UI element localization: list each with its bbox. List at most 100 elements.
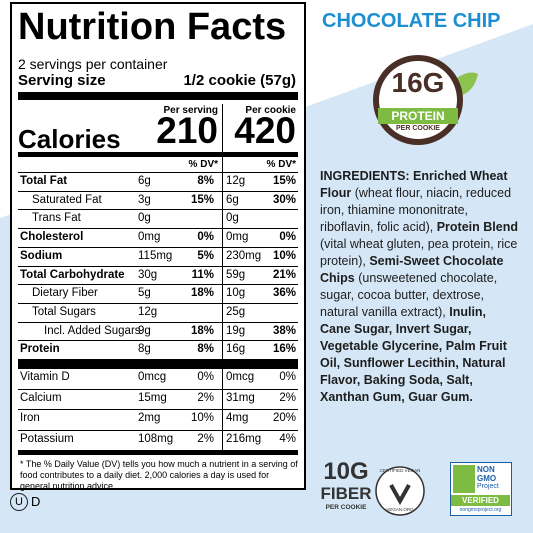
non-gmo-url: nongmoproject.org xyxy=(459,507,502,513)
serving-amount: 0mg xyxy=(138,231,161,244)
fiber-amount: 10G xyxy=(323,458,369,485)
cookie-amount: 6g xyxy=(226,193,239,206)
cookie-amount: 19g xyxy=(226,324,246,337)
calories-label: Calories xyxy=(18,124,121,154)
nutrient-name: Dietary Fiber xyxy=(32,287,98,300)
nutrient-row: Vitamin D 0mcg 0% 0mcg 0% xyxy=(18,369,298,389)
serving-dv: 18% xyxy=(190,287,214,300)
cookie-amount: 59g xyxy=(226,268,246,281)
ingredient-text: (wheat flour, niacin, reduced iron, thia… xyxy=(320,186,512,234)
serving-amount: 15mg xyxy=(138,392,167,405)
calories-value: 420 xyxy=(234,110,296,151)
nutrient-name: Protein xyxy=(20,343,60,356)
nutrient-name: Incl. Added Sugars xyxy=(44,324,141,337)
fiber-sub: PER COOKIE xyxy=(325,504,367,511)
cookie-amount: 4mg xyxy=(226,412,249,425)
kosher-suffix: D xyxy=(31,494,41,509)
nutrient-row: Calcium 15mg 2% 31mg 2% xyxy=(18,389,298,410)
ingredient-text: Semi-Sweet Chocolate Chips xyxy=(320,254,504,285)
column-header: Per cookie xyxy=(245,105,296,116)
nutrient-row: Incl. Added Sugars 9g 18% 19g 38% xyxy=(18,321,298,342)
non-gmo-line3: Project xyxy=(477,483,499,490)
footnote: * The % Daily Value (DV) tells you how m… xyxy=(20,459,298,491)
serving-amount: 0mcg xyxy=(138,371,167,383)
medium-rule xyxy=(18,450,298,455)
serving-dv: 8% xyxy=(197,343,214,356)
cookie-dv: 38% xyxy=(272,324,296,337)
cookie-amount: 25g xyxy=(226,305,246,318)
dv-header: % DV* xyxy=(266,159,296,170)
nutrient-row: Sodium 115mg 5% 230mg 10% xyxy=(18,246,298,267)
cookie-dv: 10% xyxy=(272,249,296,262)
nutrient-row: Protein 8g 8% 16g 16% xyxy=(18,340,298,360)
ingredient-text: Protein Blend xyxy=(436,220,518,234)
serving-amount: 0g xyxy=(138,212,151,225)
serving-dv: 18% xyxy=(190,324,214,337)
serving-dv: 15% xyxy=(190,193,214,206)
cookie-dv: 20% xyxy=(272,412,296,425)
serving-amount: 9g xyxy=(138,324,151,337)
non-gmo-line2: GMO xyxy=(477,474,497,483)
servings: 2 servings per container xyxy=(18,56,168,72)
nutrient-row: Dietary Fiber 5g 18% 10g 36% xyxy=(18,284,298,304)
ingredients: INGREDIENTS: Enriched Wheat Flour (wheat… xyxy=(320,168,520,406)
nutrient-name: Total Carbohydrate xyxy=(20,268,125,281)
cookie-dv: 16% xyxy=(272,343,296,356)
cookie-dv: 4% xyxy=(279,432,296,445)
vegan-top: CERTIFIED VEGAN xyxy=(379,468,421,473)
nutrient-row: Potassium 108mg 2% 216mg 4% xyxy=(18,429,298,451)
cookie-amount: 10g xyxy=(226,287,246,300)
nutrient-name: Calcium xyxy=(20,392,62,405)
cookie-amount: 16g xyxy=(226,343,246,356)
nutrient-name: Saturated Fat xyxy=(32,193,102,206)
serving-dv: 10% xyxy=(190,412,214,425)
serving-dv: 0% xyxy=(197,371,214,383)
serving-size-label: Serving size xyxy=(18,72,106,89)
serving-dv: 2% xyxy=(197,392,214,405)
kosher-symbol: U xyxy=(10,493,28,511)
nutrition-label: Nutrition Facts 2 servings per container… xyxy=(10,2,306,491)
serving-dv: 0% xyxy=(197,231,214,244)
vegan-logo xyxy=(375,466,425,516)
protein-badge xyxy=(373,55,478,145)
serving-size: 1/2 cookie (57g) xyxy=(183,72,296,89)
nutrient-name: Iron xyxy=(20,412,40,425)
column-divider xyxy=(222,104,223,450)
ingredient-text: Inulin, Cane Sugar, Invert Sugar, Vegeta… xyxy=(320,305,507,404)
nutrient-name: Sodium xyxy=(20,249,63,262)
cookie-amount: 12g xyxy=(226,175,246,187)
nutrient-name: Cholesterol xyxy=(20,231,84,244)
cookie-dv: 0% xyxy=(279,371,296,383)
dv-header: % DV* xyxy=(188,159,218,170)
serving-dv: 11% xyxy=(191,268,214,281)
non-gmo-verified: VERIFIED xyxy=(451,495,510,506)
cookie-amount: 0g xyxy=(226,212,239,225)
nutrient-name: Trans Fat xyxy=(32,212,81,225)
cookie-amount: 31mg xyxy=(226,392,255,405)
non-gmo-badge: NON GMO Project VERIFIED nongmoproject.o… xyxy=(450,462,512,516)
nutrient-name: Total Sugars xyxy=(32,305,96,318)
thick-rule xyxy=(18,92,298,100)
nutrient-row: Iron 2mg 10% 4mg 20% xyxy=(18,409,298,430)
serving-amount: 8g xyxy=(138,343,151,356)
column-header: Per serving xyxy=(163,105,218,116)
vegan-v xyxy=(389,484,411,506)
thick-rule xyxy=(18,359,298,369)
flavor: CHOCOLATE CHIP xyxy=(322,10,501,32)
serving-dv: 8% xyxy=(197,175,214,187)
calories-value: 210 xyxy=(156,110,218,151)
ingredient-text: (vital wheat gluten, pea protein, rice p… xyxy=(320,237,518,268)
cookie-dv: 2% xyxy=(279,392,296,405)
serving-amount: 12g xyxy=(138,305,158,318)
medium-rule xyxy=(18,152,298,157)
cookie-dv: 30% xyxy=(272,193,296,206)
ingredient-text: (unsweetened chocolate, sugar, cocoa but… xyxy=(320,271,498,319)
vegan-bottom: VEGAN.ORG xyxy=(386,507,414,512)
nutrient-name: Total Fat xyxy=(20,175,68,187)
nutrient-row: Cholesterol 0mg 0% 0mg 0% xyxy=(18,228,298,248)
cookie-amount: 0mg xyxy=(226,231,249,244)
nutrient-row: Trans Fat 0g 0g xyxy=(18,209,298,229)
serving-dv: 5% xyxy=(197,249,214,262)
non-gmo-line1: NON xyxy=(477,465,495,474)
